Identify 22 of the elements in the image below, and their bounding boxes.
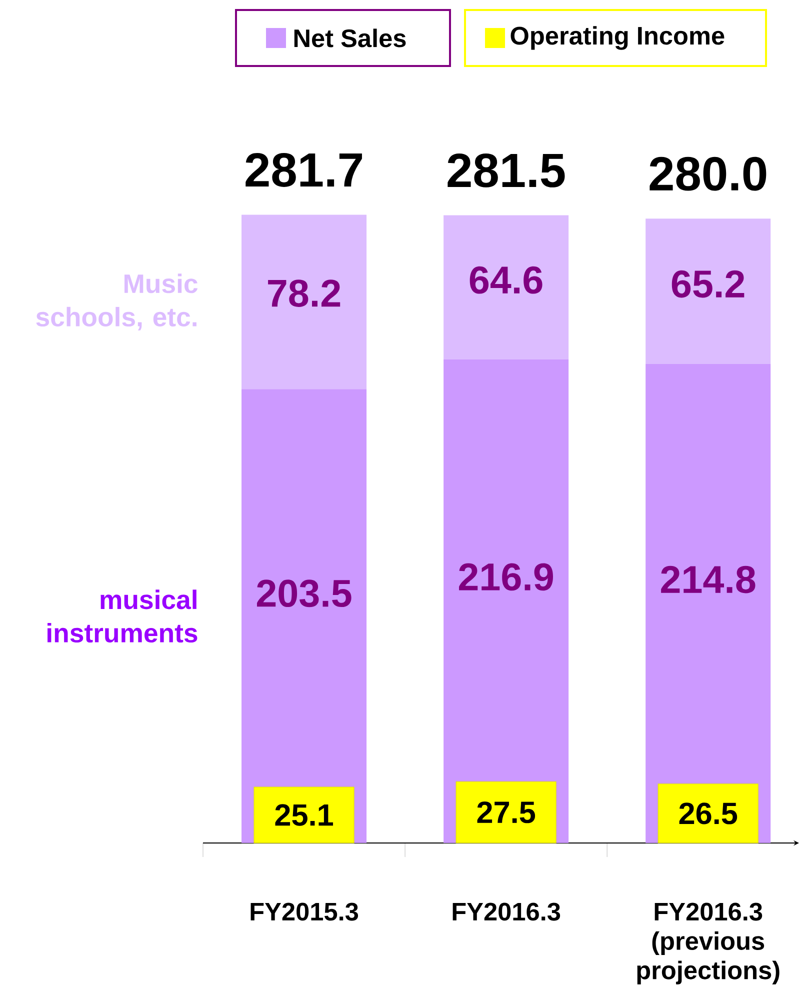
x-tick-label: FY2016.3 <box>452 902 560 921</box>
data-label: 65.2 <box>672 270 744 298</box>
bar <box>242 214 367 390</box>
data-label: 216.9 <box>459 563 553 591</box>
x-tick-label: FY2016.3 (previous projections) <box>637 902 780 984</box>
data-label: 78.2 <box>268 280 340 307</box>
bar <box>646 218 771 364</box>
data-label: 26.5 <box>679 802 738 824</box>
data-label: 214.8 <box>661 566 756 594</box>
bar <box>444 215 569 360</box>
text: Operating Income <box>510 26 724 50</box>
data-label: 64.6 <box>470 266 542 294</box>
data-label: 27.5 <box>477 801 536 824</box>
data-label: 25.1 <box>275 804 334 826</box>
total-label: 281.7 <box>246 153 362 187</box>
series-label: musical instruments <box>48 590 198 643</box>
x-tick-label: FY2015.3 <box>250 902 358 921</box>
total-label: 281.5 <box>448 153 565 188</box>
text: Net Sales <box>294 28 406 48</box>
series-label: Music schools, etc. <box>36 274 198 330</box>
data-label: 203.5 <box>256 580 352 608</box>
total-label: 280.0 <box>650 156 766 191</box>
